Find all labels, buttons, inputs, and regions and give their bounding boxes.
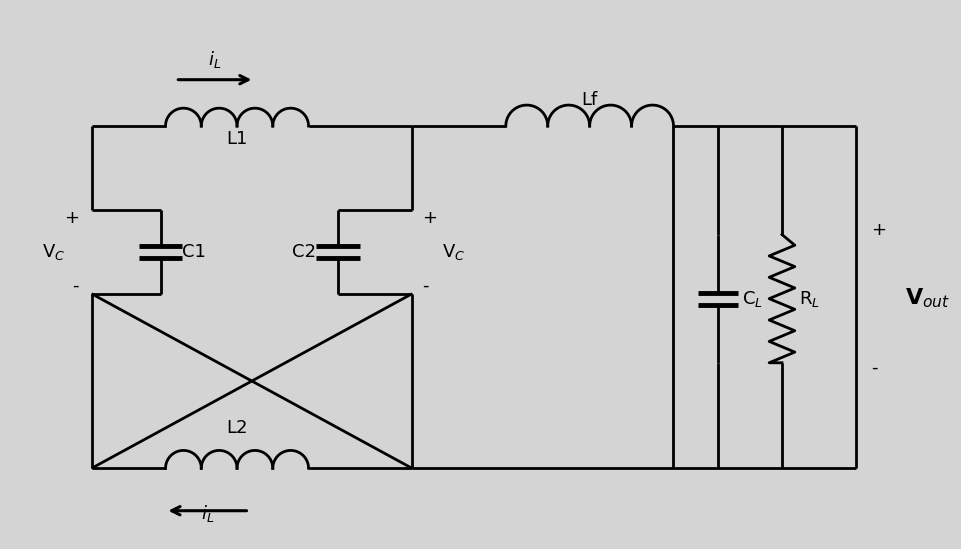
Text: R$_L$: R$_L$ xyxy=(799,289,820,309)
Text: +: + xyxy=(63,209,79,227)
Text: V$_C$: V$_C$ xyxy=(442,242,465,262)
Text: V$_C$: V$_C$ xyxy=(42,242,65,262)
Text: L1: L1 xyxy=(227,130,248,148)
Text: -: - xyxy=(422,277,429,295)
Text: L2: L2 xyxy=(226,419,248,437)
Text: Lf: Lf xyxy=(581,91,598,109)
Text: +: + xyxy=(871,221,886,239)
Text: C1: C1 xyxy=(183,243,207,261)
Text: i$_L$: i$_L$ xyxy=(209,49,222,70)
Text: i$_L$: i$_L$ xyxy=(201,502,214,524)
Text: V$_{out}$: V$_{out}$ xyxy=(905,287,950,311)
Text: C$_L$: C$_L$ xyxy=(742,289,763,309)
Text: -: - xyxy=(871,358,877,377)
Text: -: - xyxy=(72,277,79,295)
Text: +: + xyxy=(422,209,437,227)
Text: C2: C2 xyxy=(292,243,316,261)
